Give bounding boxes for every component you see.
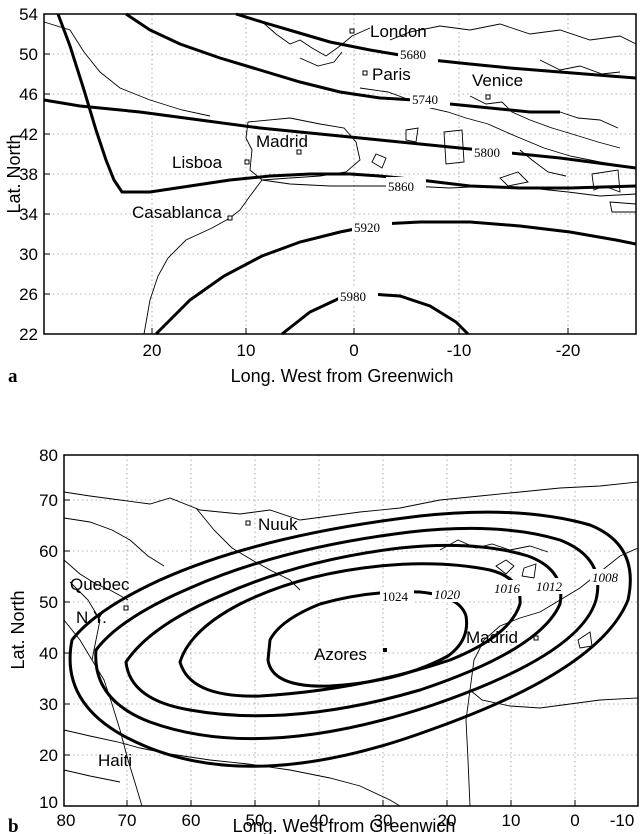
panel-a-ytick: 54	[19, 5, 38, 24]
contour-label-1024: 1024	[382, 589, 409, 604]
panel-b-xtick: 70	[118, 811, 137, 830]
city-marker-ny	[123, 605, 129, 611]
panel-a-xtick: 20	[143, 341, 162, 360]
panel-b: 1008 1012 1016 1020 1024 Nuuk Quebec N.Y…	[8, 446, 639, 834]
city-marker-paris	[362, 70, 368, 76]
city-marker-nuuk	[245, 520, 251, 526]
panel-a-label: a	[8, 366, 18, 387]
city-marker-azores	[383, 648, 387, 652]
panel-b-contours	[68, 510, 632, 768]
contour-label-1012: 1012	[536, 579, 563, 594]
city-label-haiti: Haiti	[98, 751, 132, 770]
contour-label-5800: 5800	[474, 145, 500, 160]
panel-a-cities: London Paris Venice Madrid Lisboa Casabl…	[132, 22, 523, 222]
panel-a-ylabel: Lat. North	[4, 134, 24, 213]
panel-b-xtick: 0	[570, 811, 579, 830]
panel-b-xtick: 80	[57, 811, 76, 830]
city-marker-london	[349, 28, 355, 34]
city-label-lisboa: Lisboa	[172, 153, 223, 172]
panel-b-ytick: 60	[39, 542, 58, 561]
city-label-paris: Paris	[372, 65, 411, 84]
panel-b-xtick: 10	[502, 811, 521, 830]
panel-b-ytick: 20	[39, 746, 58, 765]
panel-b-cities: Nuuk Quebec N.Y. Madrid Azores Haiti	[70, 515, 539, 770]
city-marker-casablanca	[227, 215, 233, 221]
panel-a-ytick: 34	[19, 205, 38, 224]
contour-label-1020: 1020	[434, 587, 461, 602]
contour-label-5920: 5920	[354, 220, 380, 235]
contour-label-1008: 1008	[592, 570, 619, 585]
panel-b-ytick: 50	[39, 593, 58, 612]
panel-b-ytick: 10	[39, 793, 58, 812]
panel-a-ytick: 42	[19, 125, 38, 144]
panel-a-contour-labels: 5680 5740 5800 5860 5920 5980	[338, 45, 512, 305]
panel-a-xtick: 10	[237, 341, 256, 360]
contour-label-1016: 1016	[494, 581, 521, 596]
panel-b-y-ticks: 80 70 60 50 40 30 20 10	[39, 446, 70, 812]
panel-a-ytick: 22	[19, 325, 38, 344]
panel-a-ytick: 26	[19, 285, 38, 304]
panel-b-xlabel: Long. West from Greenwich	[233, 816, 456, 834]
city-label-quebec: Quebec	[70, 575, 130, 594]
panel-a-y-ticks: 54 50 46 42 38 34 30 26 22	[19, 5, 50, 344]
panel-b-ytick: 80	[39, 446, 58, 465]
panel-b-label: b	[8, 816, 19, 834]
panel-a-xlabel: Long. West from Greenwich	[231, 366, 454, 386]
panel-b-xtick: 30	[374, 811, 393, 830]
panel-a: 5680 5740 5800 5860 5920 5980 London Par…	[4, 5, 637, 387]
panel-b-xtick: 60	[182, 811, 201, 830]
panel-b-ylabel: Lat. North	[8, 590, 28, 669]
city-label-madrid: Madrid	[256, 132, 308, 151]
contour-label-5860: 5860	[388, 179, 414, 194]
panel-b-ytick: 70	[39, 491, 58, 510]
panel-b-frame	[63, 454, 639, 807]
city-label-casablanca: Casablanca	[132, 203, 222, 222]
panel-a-coastlines	[43, 19, 637, 335]
panel-a-contours	[43, 12, 637, 336]
panel-b-xtick: 50	[246, 811, 265, 830]
panel-a-x-ticks: 20 10 0 -10 -20	[143, 328, 581, 360]
panel-a-ytick: 46	[19, 85, 38, 104]
panel-a-xtick: -20	[556, 341, 581, 360]
panel-b-xtick: -10	[610, 811, 635, 830]
panel-b-xtick: 20	[438, 811, 457, 830]
contour-label-5680: 5680	[400, 47, 426, 62]
panel-b-coastlines	[63, 481, 639, 807]
city-marker-madrid	[296, 149, 302, 155]
panel-a-xtick: 0	[349, 341, 358, 360]
panel-b-contour-labels: 1008 1012 1016 1020 1024	[380, 569, 624, 604]
panel-b-ytick: 30	[39, 695, 58, 714]
panel-a-xtick: -10	[447, 341, 472, 360]
city-marker-lisboa	[244, 159, 250, 165]
city-label-madrid: Madrid	[466, 628, 518, 647]
panel-a-ytick: 38	[19, 165, 38, 184]
city-label-azores: Azores	[314, 645, 367, 664]
city-label-nuuk: Nuuk	[258, 515, 298, 534]
city-marker-madrid	[533, 635, 539, 641]
city-label-venice: Venice	[472, 71, 523, 90]
city-marker-venice	[485, 94, 491, 100]
contour-label-5980: 5980	[340, 289, 366, 304]
city-label-ny: N.Y.	[76, 608, 107, 627]
contour-label-5740: 5740	[412, 92, 438, 107]
panel-b-xtick: 40	[310, 811, 329, 830]
panel-a-ytick: 30	[19, 245, 38, 264]
panel-a-ytick: 50	[19, 45, 38, 64]
panel-b-ytick: 40	[39, 644, 58, 663]
city-label-london: London	[370, 22, 427, 41]
panel-a-grid	[44, 14, 636, 334]
panel-b-x-ticks: 80 70 60 50 40 30 20 10 0 -10	[57, 800, 635, 830]
